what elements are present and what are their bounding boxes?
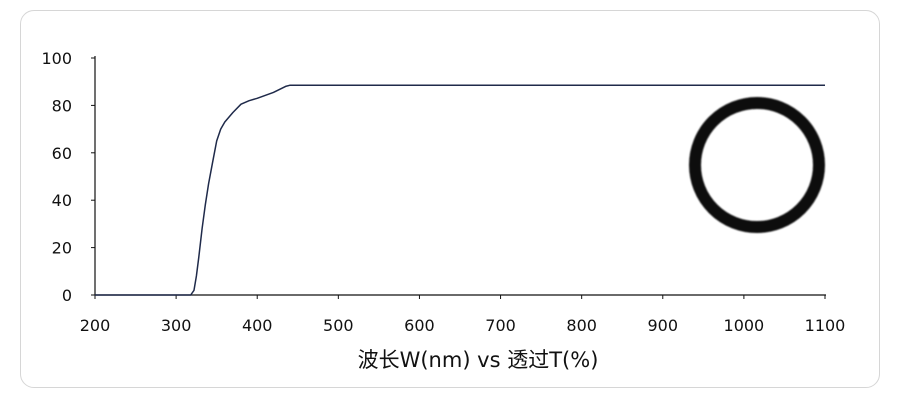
chart-card [20,10,880,388]
series [95,84,825,296]
y-tick-label: 40 [52,191,72,210]
x-tick-label: 400 [242,316,273,335]
x-tick-label: 700 [485,316,516,335]
axes [94,56,826,296]
x-tick-label: 300 [161,316,192,335]
y-tick-label: 60 [52,144,72,163]
x-tick-label: 600 [404,316,435,335]
y-tick-label: 80 [52,96,72,115]
ring-lens-icon [689,97,825,233]
y-tick-label: 100 [41,49,72,68]
x-tick-label: 1100 [805,316,846,335]
x-tick-label: 1000 [724,316,765,335]
y-tick-label: 20 [52,239,72,258]
y-tick-label: 0 [62,286,72,305]
x-tick-label: 800 [566,316,597,335]
series-line-0 [95,84,825,296]
x-tick-label: 200 [80,316,111,335]
x-axis-label: 波长W(nm) vs 透过T(%) [358,348,599,372]
ticks: 0 20 40 60 80 100 200 300 400 500 600 700 800 900 1000… [41,49,845,335]
x-tick-label: 900 [648,316,679,335]
x-tick-label: 500 [323,316,354,335]
